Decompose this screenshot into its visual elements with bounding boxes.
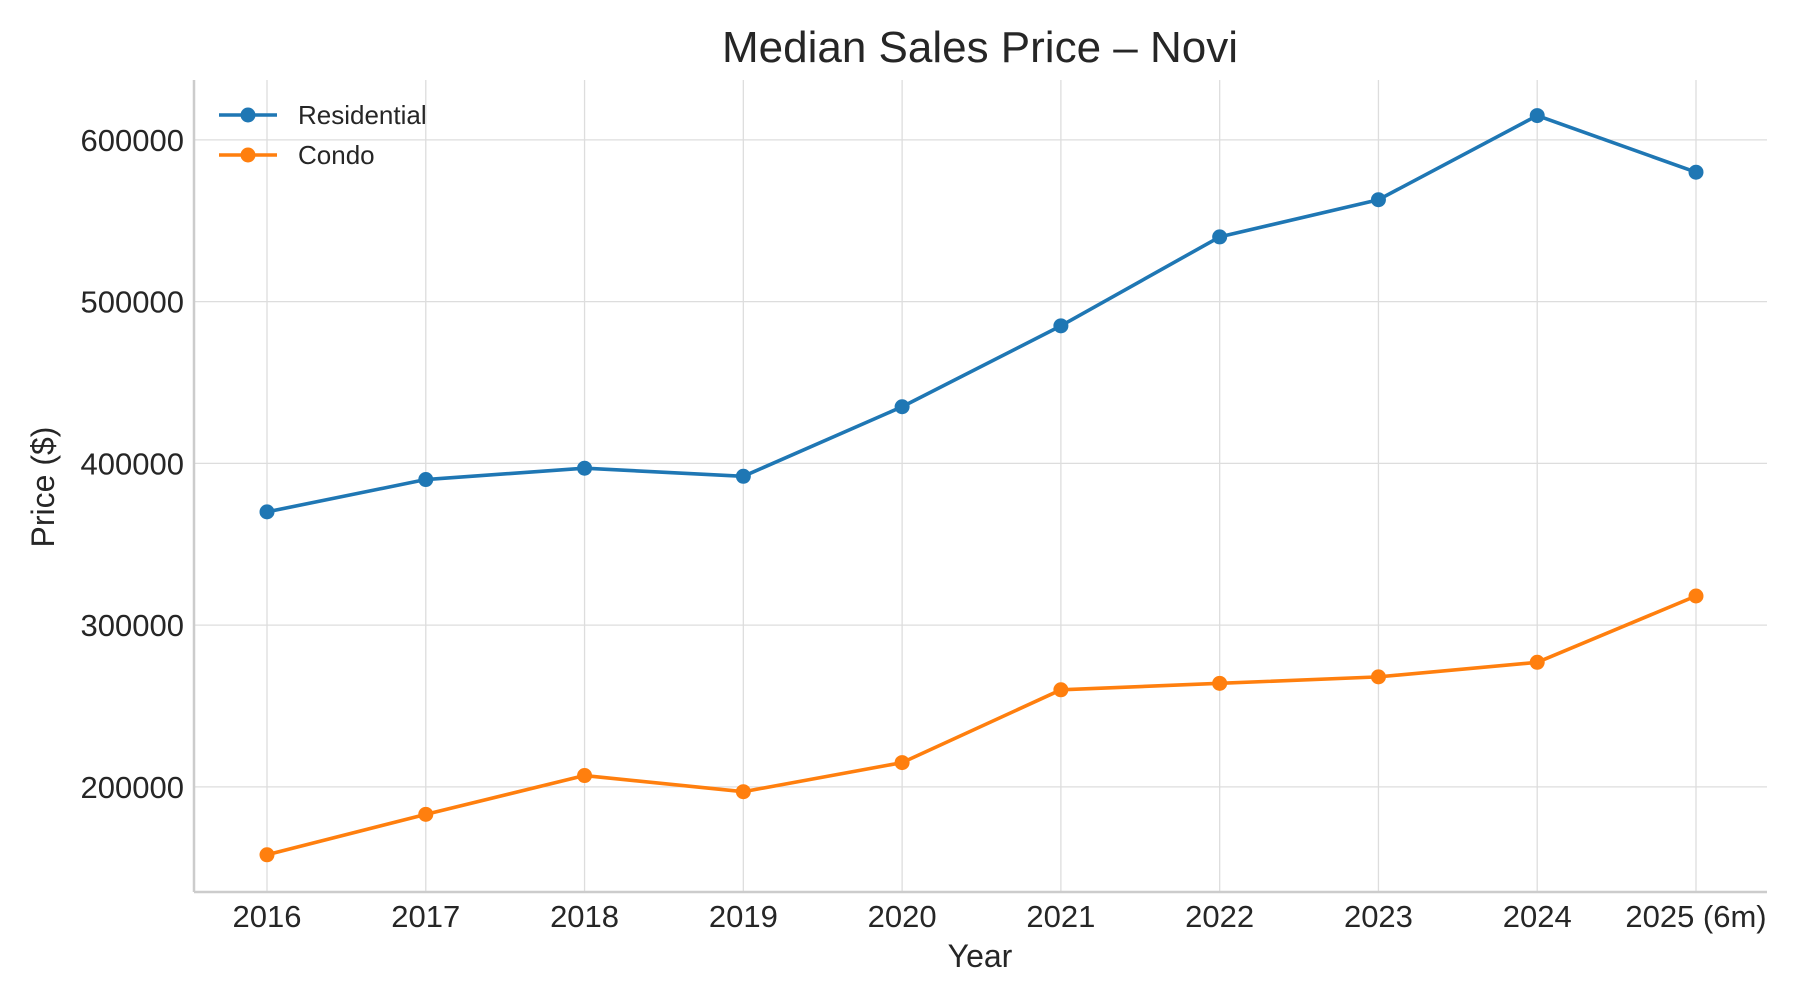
residential-data-point xyxy=(577,460,593,476)
condo-data-point xyxy=(735,784,751,800)
residential-data-point xyxy=(894,399,910,415)
condo-data-point xyxy=(1529,654,1545,670)
residential-data-point xyxy=(735,468,751,484)
y-tick-label: 500000 xyxy=(81,285,184,320)
x-tick-label: 2023 xyxy=(1344,899,1413,934)
x-tick-label: 2025 (6m) xyxy=(1625,899,1766,934)
axes-spines xyxy=(192,80,1767,894)
y-tick-label: 200000 xyxy=(81,770,184,805)
y-tick-label: 400000 xyxy=(81,446,184,481)
x-tick-label: 2022 xyxy=(1185,899,1254,934)
condo-data-point xyxy=(577,768,593,784)
x-tick-label: 2018 xyxy=(550,899,619,934)
condo-data-point xyxy=(1370,669,1386,685)
y-tick-label: 300000 xyxy=(81,608,184,643)
condo-data-point xyxy=(1688,588,1704,604)
condo-data-point xyxy=(259,847,275,863)
condo-data-point xyxy=(1212,675,1228,691)
residential-data-point xyxy=(259,504,275,520)
condo-data-point xyxy=(1053,682,1069,698)
condo-series-line xyxy=(266,594,1697,857)
tick-labels: 2016 2017 2018 2019 2020 2021 2022 2023 2024 2025… xyxy=(81,123,1767,934)
x-tick-label: 2019 xyxy=(709,899,778,934)
residential-legend-marker xyxy=(240,107,256,123)
chart-title: Median Sales Price – Novi xyxy=(722,23,1238,72)
residential-series-line xyxy=(266,113,1697,514)
x-tick-label: 2016 xyxy=(233,899,302,934)
x-tick-label: 2021 xyxy=(1026,899,1095,934)
x-tick-label: 2017 xyxy=(391,899,460,934)
condo-legend-marker xyxy=(240,147,256,163)
residential-data-point xyxy=(418,472,434,488)
x-axis-label: Year xyxy=(948,938,1013,974)
legend: Residential Condo xyxy=(219,100,427,170)
condo-data-point xyxy=(894,755,910,771)
y-tick-label: 600000 xyxy=(81,123,184,158)
residential-legend-label: Residential xyxy=(298,100,427,130)
x-tick-label: 2020 xyxy=(868,899,937,934)
residential-data-point xyxy=(1688,164,1704,180)
residential-data-point xyxy=(1053,318,1069,334)
x-tick-label: 2024 xyxy=(1503,899,1572,934)
condo-legend-label: Condo xyxy=(298,140,375,170)
residential-data-point xyxy=(1370,192,1386,208)
condo-data-point xyxy=(418,806,434,822)
residential-data-point xyxy=(1529,108,1545,124)
series-layer xyxy=(259,108,1704,863)
grid xyxy=(194,80,1767,892)
residential-data-point xyxy=(1212,229,1228,245)
y-axis-label: Price ($) xyxy=(25,427,61,548)
